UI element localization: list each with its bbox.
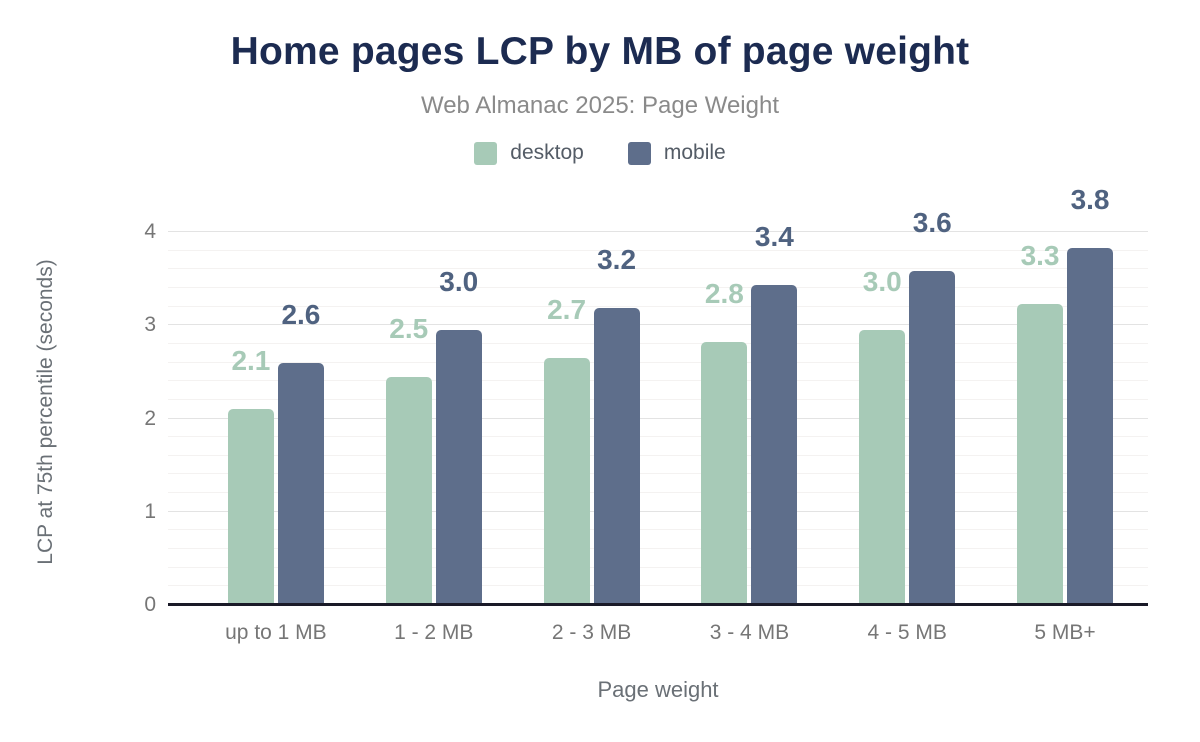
bar-group: 2.1 2.6 up to 1 MB xyxy=(197,218,355,644)
bar-group: 2.7 3.2 2 - 3 MB xyxy=(513,218,671,644)
bar-pair: 2.1 2.6 xyxy=(227,218,324,605)
minor-gridline xyxy=(168,249,1148,251)
y-tick-label: 0 xyxy=(144,593,156,616)
minor-gridline xyxy=(168,454,1148,456)
desktop-bar xyxy=(385,376,432,605)
bar-group: 2.8 3.4 3 - 4 MB xyxy=(670,218,828,644)
mobile-value-label: 3.2 xyxy=(597,243,637,275)
x-axis-title: Page weight xyxy=(597,677,719,702)
desktop-bar xyxy=(701,342,748,605)
desktop-bar xyxy=(859,329,906,605)
x-tick-label: 3 - 4 MB xyxy=(709,621,790,644)
mobile-bar xyxy=(751,285,798,605)
legend-label: mobile xyxy=(663,141,726,164)
desktop-value-label: 2.7 xyxy=(547,293,587,325)
desktop-value-label: 2.1 xyxy=(231,345,271,377)
y-tick-label: 1 xyxy=(144,499,156,523)
mobile-bar xyxy=(277,362,324,605)
minor-gridline xyxy=(168,566,1148,568)
mobile-value-label: 3.4 xyxy=(754,221,794,253)
legend-item-desktop[interactable]: desktop xyxy=(474,141,584,165)
legend-label: desktop xyxy=(510,141,584,164)
bar-pair: 3.0 3.6 xyxy=(859,209,956,605)
desktop-swatch-icon xyxy=(474,141,498,165)
minor-gridline xyxy=(168,286,1148,288)
mobile-bar xyxy=(435,329,482,605)
desktop-value-label: 2.8 xyxy=(704,278,744,310)
bar-groups: 2.1 2.6 up to 1 MB 2.5 3.0 1 - 2 MB 2.7 3.2 2 - … xyxy=(197,185,1144,644)
major-gridline xyxy=(168,417,1148,419)
minor-gridline xyxy=(168,342,1148,344)
minor-gridline xyxy=(168,380,1148,382)
bar-pair: 3.3 3.8 xyxy=(1017,185,1114,605)
mobile-bar xyxy=(909,271,956,605)
desktop-value-label: 3.3 xyxy=(1020,239,1060,271)
mobile-bar xyxy=(593,307,640,605)
minor-gridline xyxy=(168,305,1148,307)
minor-gridline xyxy=(168,361,1148,363)
legend: desktop mobile xyxy=(0,141,1200,165)
major-gridline xyxy=(168,324,1148,326)
legend-item-mobile[interactable]: mobile xyxy=(627,141,726,165)
mobile-value-label: 3.6 xyxy=(912,207,952,239)
desktop-bar xyxy=(543,357,590,605)
mobile-value-label: 2.6 xyxy=(281,298,321,330)
y-tick-label: 2 xyxy=(144,406,156,430)
bar-pair: 2.7 3.2 xyxy=(543,218,640,605)
desktop-bar xyxy=(1017,303,1064,605)
minor-gridline xyxy=(168,492,1148,494)
minor-gridline xyxy=(168,585,1148,587)
x-tick-label: up to 1 MB xyxy=(225,621,327,644)
mobile-bar xyxy=(1067,247,1114,605)
x-tick-label: 5 MB+ xyxy=(1034,621,1096,644)
major-gridline xyxy=(168,231,1148,232)
major-gridline xyxy=(168,510,1148,512)
y-tick-label: 3 xyxy=(144,313,156,337)
bar-group: 2.5 3.0 1 - 2 MB xyxy=(355,218,513,644)
mobile-value-label: 3.8 xyxy=(1070,183,1110,215)
minor-gridline xyxy=(168,529,1148,531)
mobile-swatch-icon xyxy=(627,141,651,165)
minor-gridline xyxy=(168,436,1148,438)
minor-gridline xyxy=(168,473,1148,475)
bar-pair: 2.5 3.0 xyxy=(385,218,482,605)
x-tick-label: 2 - 3 MB xyxy=(551,621,632,644)
desktop-value-label: 2.5 xyxy=(389,312,429,344)
minor-gridline xyxy=(168,398,1148,400)
desktop-bar xyxy=(227,409,274,605)
minor-gridline xyxy=(168,548,1148,550)
x-tick-label: 4 - 5 MB xyxy=(867,621,947,644)
y-tick-label: 4 xyxy=(144,220,156,243)
mobile-value-label: 3.0 xyxy=(439,265,479,297)
bar-group: 3.3 3.8 5 MB+ xyxy=(986,185,1144,644)
x-axis-baseline xyxy=(168,603,1148,606)
chart-title: Home pages LCP by MB of page weight xyxy=(230,30,970,73)
x-tick-label: 1 - 2 MB xyxy=(394,621,474,644)
bar-pair: 2.8 3.4 xyxy=(701,218,798,605)
minor-gridline xyxy=(168,268,1148,270)
chart-subtitle: Web Almanac 2025: Page Weight xyxy=(420,92,779,119)
desktop-value-label: 3.0 xyxy=(862,265,902,297)
y-axis-title: LCP at 75th percentile (seconds) xyxy=(34,259,57,565)
bar-group: 3.0 3.6 4 - 5 MB xyxy=(828,209,986,644)
plot-area: 2.1 2.6 up to 1 MB 2.5 3.0 1 - 2 MB 2.7 3.2 2 - … xyxy=(144,185,1148,702)
